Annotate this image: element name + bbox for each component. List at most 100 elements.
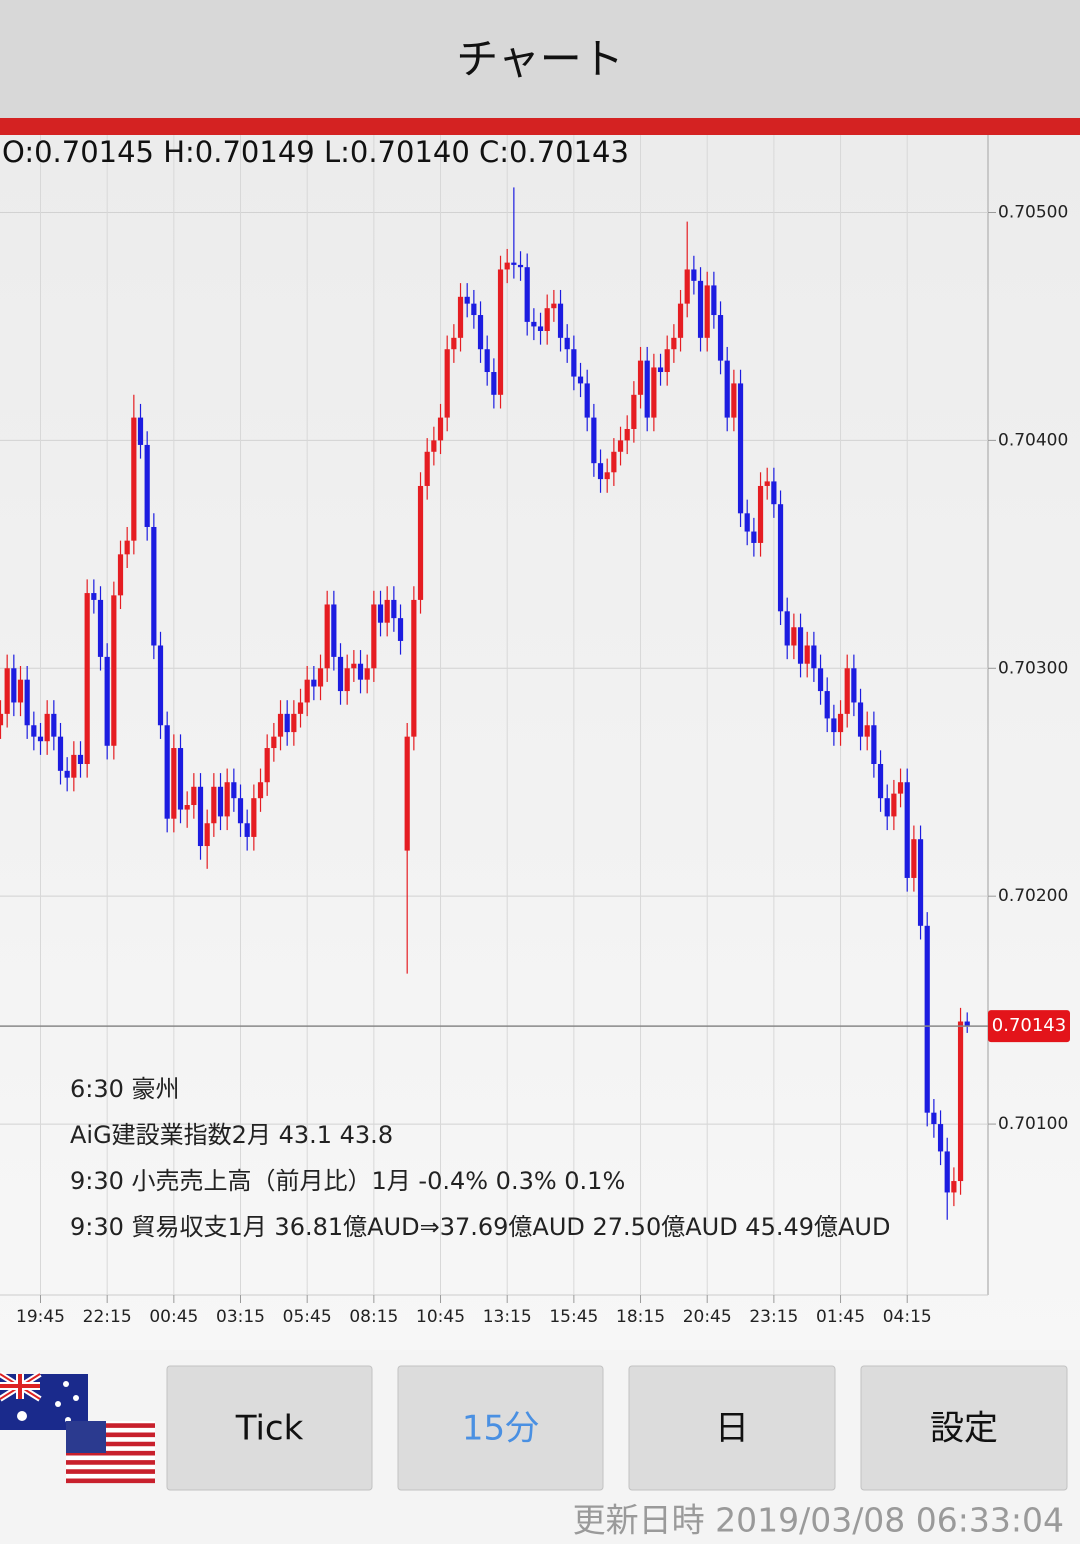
last-price-label: 0.70143 <box>992 1015 1066 1036</box>
x-tick-label: 15:45 <box>549 1307 598 1327</box>
candle-body <box>544 308 550 331</box>
y-tick-label: 0.70500 <box>998 202 1068 222</box>
y-tick-label: 0.70100 <box>998 1114 1068 1134</box>
candle-body <box>117 554 124 596</box>
candle-body <box>231 782 237 799</box>
candle-body <box>377 604 384 623</box>
candle-body <box>944 1151 950 1193</box>
button[interactable]: 日 <box>628 1365 836 1491</box>
candle-body <box>24 679 30 726</box>
accent-bar <box>0 118 1080 135</box>
candle-body <box>657 367 664 373</box>
candle-body <box>751 531 757 543</box>
candle-body <box>484 349 490 373</box>
candle-body <box>271 736 277 749</box>
candle-body <box>691 269 697 281</box>
candle-body <box>157 645 164 726</box>
candle-body <box>824 691 830 719</box>
candle-body <box>704 285 710 338</box>
x-tick-label: 19:45 <box>16 1307 65 1327</box>
candle-body <box>864 725 870 737</box>
candle-body <box>351 663 357 669</box>
candle-body <box>37 736 44 742</box>
candle-body <box>424 451 430 486</box>
candle-body <box>304 679 310 703</box>
candle-body <box>324 604 330 669</box>
candle-body <box>4 668 10 714</box>
candle-body <box>537 326 544 331</box>
candle-body <box>211 786 217 824</box>
candle-body <box>291 713 297 733</box>
candle-body <box>171 748 177 819</box>
button[interactable]: 設定 <box>860 1365 1068 1491</box>
candle-body <box>331 604 337 657</box>
candle-body <box>531 321 537 327</box>
candle-body <box>64 770 70 778</box>
candle-body <box>911 839 917 878</box>
candle-body <box>957 1021 964 1182</box>
button-label: 日 <box>715 1409 749 1449</box>
candle-body <box>11 668 17 703</box>
candle-body <box>491 372 497 395</box>
candle-body <box>631 394 637 429</box>
event-line: AiG建設業指数2月 43.1 43.8 <box>70 1121 393 1149</box>
candle-body <box>804 645 810 664</box>
candle-body <box>51 713 57 737</box>
candle-body <box>137 417 144 445</box>
candle-body <box>284 713 290 733</box>
y-tick-label: 0.70300 <box>998 658 1068 678</box>
candle-body <box>584 383 590 418</box>
candle-body <box>337 656 344 692</box>
candle-body <box>737 383 744 514</box>
event-line: 9:30 小売売上高（前月比）1月 -0.4% 0.3% 0.1% <box>70 1167 625 1195</box>
candle-body <box>277 713 284 737</box>
candle-body <box>71 754 77 778</box>
candle-body <box>551 303 557 309</box>
y-tick-label: 0.70200 <box>998 886 1068 906</box>
candle-body <box>417 485 424 600</box>
candle-body <box>144 444 150 527</box>
candle-body <box>111 595 117 746</box>
candle-body <box>0 713 4 726</box>
candle-body <box>244 823 250 837</box>
candle-body <box>451 337 457 350</box>
candle-body <box>197 786 204 847</box>
candle-body <box>97 599 104 657</box>
button[interactable]: Tick <box>166 1365 373 1491</box>
candle-body <box>677 303 684 338</box>
candle-body <box>791 627 797 646</box>
candle-body <box>357 663 364 680</box>
candle-body <box>884 798 890 817</box>
candles <box>0 187 970 1220</box>
candle-body <box>297 702 304 714</box>
candle-body <box>151 526 157 646</box>
candle-body <box>757 485 764 543</box>
overlay: 0.70143 <box>0 1010 1070 1043</box>
candle-body <box>684 269 690 304</box>
button[interactable]: 15分 <box>397 1365 604 1491</box>
candle-body <box>31 725 37 737</box>
currency-flags[interactable] <box>0 1371 155 1484</box>
button-label: 設定 <box>930 1409 998 1449</box>
candle-body <box>564 337 570 350</box>
candle-body <box>397 618 404 641</box>
candle-body <box>924 925 930 1113</box>
flag-au <box>0 1371 88 1430</box>
candle-body <box>777 504 784 612</box>
candle-body <box>391 599 397 619</box>
event-line: 6:30 豪州 <box>70 1075 180 1103</box>
x-tick-label: 23:15 <box>749 1307 798 1327</box>
candle-body <box>917 839 924 926</box>
candle-body <box>857 702 864 737</box>
candle-body <box>851 668 857 703</box>
candle-body <box>124 540 130 555</box>
candle-body <box>224 782 230 817</box>
candle-body <box>497 269 504 395</box>
candle-body <box>84 593 90 764</box>
candle-body <box>951 1181 957 1193</box>
candle-body <box>77 754 84 764</box>
x-tick-label: 20:45 <box>683 1307 732 1327</box>
candle-body <box>431 440 437 452</box>
